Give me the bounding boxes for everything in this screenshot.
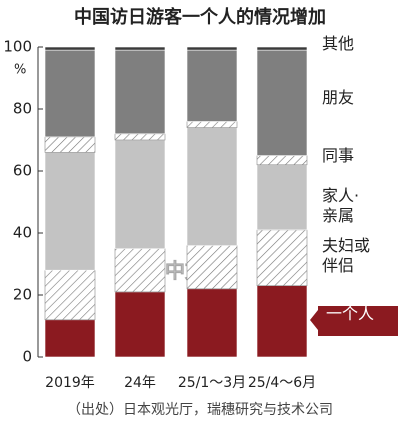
bar-segment [186,127,238,246]
y-tick-label: 0 [22,348,32,366]
bar-segment [186,245,238,290]
bar-segment [44,152,96,271]
legend-label: 夫妇或伴侣 [322,236,371,275]
y-unit: % [14,63,26,78]
legend-label: 朋友 [322,88,355,107]
bar-segment [186,288,238,358]
bar-segment [44,46,96,51]
bar-segment [44,49,96,138]
bar-segment [186,121,238,128]
bar-segment [114,139,166,249]
bar-segment [256,46,308,51]
y-tick-label: 80 [13,100,32,118]
bar-segment [256,229,308,286]
legend-label: 其他 [322,34,355,53]
legend-callout [310,306,398,336]
bar-segment [256,49,308,156]
legend-label: 一个人 [326,304,375,323]
bar-segment [256,285,308,358]
bar-segment [114,133,166,141]
bar-segment [44,319,96,358]
bar-segment [114,248,166,293]
x-tick-label: 24年 [124,375,156,391]
bar-segment [114,49,166,135]
bar-segment [44,269,96,321]
bar-segment [256,155,308,166]
x-tick-label: 2019年 [45,375,95,391]
x-tick-label: 25/4～6月 [248,375,316,391]
bar-segment [114,46,166,51]
legend-label: 家人·亲属 [322,186,360,225]
legend-label: 同事 [322,146,355,165]
y-tick-label: 40 [13,224,32,242]
source: （出处）日本观光厅，瑞穗研究与技术公司 [67,402,333,418]
chart-title: 中国访日游客一个人的情况增加 [74,6,326,28]
bar-segment [256,164,308,231]
y-tick-label: 20 [13,286,32,304]
bar-segment [186,46,238,51]
x-tick-label: 25/1～3月 [178,375,246,391]
y-tick-label: 100 [3,38,32,56]
y-tick-label: 60 [13,162,32,180]
bar-segment [186,49,238,122]
bar-segment [44,136,96,153]
bar-segment [114,291,166,358]
